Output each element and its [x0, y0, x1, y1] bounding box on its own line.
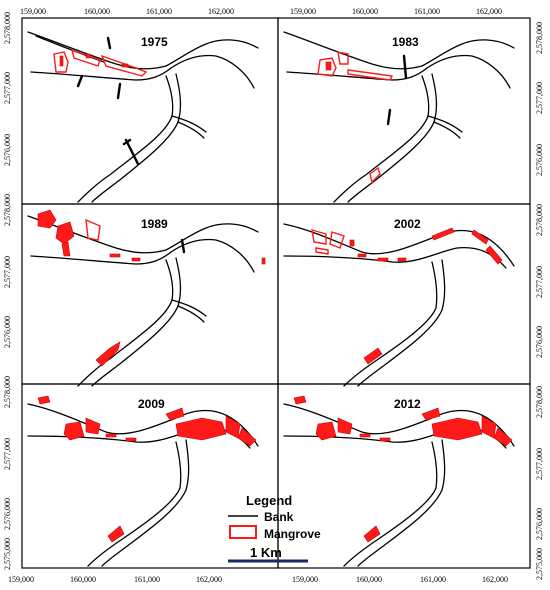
- y-tick-left-3: 2,576,000: [3, 134, 12, 166]
- x-tick-top-4: 162,000: [208, 7, 234, 16]
- y-tick-right-4: 2,578,000: [535, 204, 544, 236]
- panel-2002: 2002: [283, 217, 515, 387]
- jetty: [386, 54, 408, 126]
- legend-mangrove-swatch: [229, 525, 257, 539]
- panel-year-label: 2012: [394, 397, 421, 411]
- x-tick-top-8: 162,000: [476, 7, 502, 16]
- y-tick-right-8: 2,577,000: [535, 448, 544, 480]
- y-tick-left-7: 2,578,000: [3, 376, 12, 408]
- x-tick-bottom-2: 160,000: [70, 575, 96, 584]
- y-tick-left-6: 2,576,000: [3, 316, 12, 348]
- x-tick-top-2: 160,000: [84, 7, 110, 16]
- x-tick-bottom-4: 162,000: [196, 575, 222, 584]
- bank-lines: [283, 31, 515, 203]
- mangrove-patches: [317, 51, 394, 184]
- x-tick-top-1: 159,000: [20, 7, 46, 16]
- x-tick-bottom-3: 161,000: [134, 575, 160, 584]
- jetty: [76, 36, 140, 166]
- legend-title: Legend: [246, 493, 292, 508]
- panel-year-label: 2009: [138, 397, 165, 411]
- mangrove-patches: [37, 209, 266, 367]
- y-tick-right-3: 2,576,000: [535, 144, 544, 176]
- panel-year-label: 1975: [141, 35, 168, 49]
- x-tick-bottom-6: 160,000: [356, 575, 382, 584]
- mangrove-patches: [37, 395, 257, 543]
- y-tick-left-2: 2,577,000: [3, 72, 12, 104]
- legend-mangrove-label: Mangrove: [264, 527, 321, 541]
- mangrove-patches: [53, 48, 148, 77]
- x-tick-top-3: 161,000: [146, 7, 172, 16]
- panel-frame-2009: [21, 383, 279, 569]
- panel-2009: 2009: [27, 395, 259, 567]
- x-tick-bottom-1: 159,000: [8, 575, 34, 584]
- panel-1983: 1983: [283, 31, 515, 203]
- x-tick-top-7: 161,000: [414, 7, 440, 16]
- panel-1975: 1975: [27, 31, 259, 203]
- mangrove-patches: [311, 227, 503, 365]
- y-tick-right-2: 2,577,000: [535, 82, 544, 114]
- y-tick-left-1: 2,578,000: [3, 12, 12, 44]
- panel-frame-2012: [277, 383, 531, 569]
- y-tick-left-4: 2,578,000: [3, 194, 12, 226]
- mangrove-patches: [293, 395, 513, 543]
- y-tick-right-7: 2,578,000: [535, 386, 544, 418]
- x-tick-bottom-7: 161,000: [420, 575, 446, 584]
- y-tick-right-10: 2,575,000: [535, 548, 544, 580]
- y-tick-left-5: 2,577,000: [3, 256, 12, 288]
- x-tick-bottom-5: 159,000: [292, 575, 318, 584]
- y-tick-left-9: 2,576,000: [3, 498, 12, 530]
- panel-1989: 1989: [27, 209, 266, 387]
- legend: Legend Bank Mangrove 1 Km: [228, 493, 321, 563]
- panel-2012: 2012: [283, 395, 515, 567]
- jetty: [180, 238, 186, 254]
- y-tick-left-10: 2,575,000: [3, 538, 12, 570]
- panel-year-label: 2002: [394, 217, 421, 231]
- x-tick-top-6: 160,000: [352, 7, 378, 16]
- scale-bar-label: 1 Km: [250, 545, 282, 560]
- y-tick-right-1: 2,578,000: [535, 22, 544, 54]
- y-tick-right-9: 2,576,000: [535, 508, 544, 540]
- panel-year-label: 1989: [141, 217, 168, 231]
- x-tick-bottom-8: 162,000: [482, 575, 508, 584]
- y-tick-right-6: 2,576,000: [535, 326, 544, 358]
- legend-bank-label: Bank: [264, 510, 294, 524]
- panel-year-label: 1983: [392, 35, 419, 49]
- x-tick-top-5: 159,000: [290, 7, 316, 16]
- y-tick-right-5: 2,577,000: [535, 266, 544, 298]
- y-tick-left-8: 2,577,000: [3, 438, 12, 470]
